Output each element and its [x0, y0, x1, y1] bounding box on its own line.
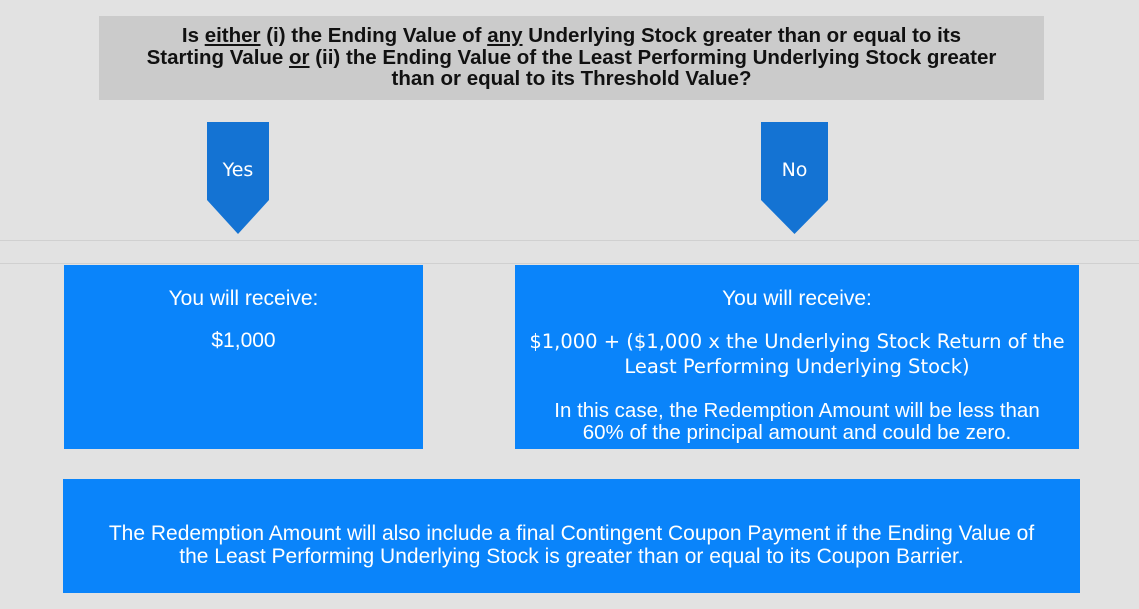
outcome-no-heading: You will receive:	[722, 287, 872, 310]
outcome-no-formula: $1,000 + ($1,000 x the Underlying Stock …	[515, 329, 1079, 379]
question-emphasis-or: or	[289, 45, 310, 69]
yes-arrow: Yes	[207, 122, 269, 234]
yes-label: Yes	[222, 159, 254, 181]
outcome-no-formula-line-2: Least Performing Underlying Stock)	[624, 355, 970, 378]
outcome-no-note-line-1: In this case, the Redemption Amount will…	[554, 399, 1040, 422]
question-line-1: Is either (i) the Ending Value of any Un…	[181, 24, 962, 47]
coupon-note-box: The Redemption Amount will also include …	[63, 479, 1080, 593]
outcome-no-formula-line-1: $1,000 + ($1,000 x the Underlying Stock …	[529, 330, 1065, 353]
coupon-note-line-1: The Redemption Amount will also include …	[108, 522, 1035, 545]
coupon-note-text: The Redemption Amount will also include …	[63, 522, 1080, 568]
outcome-no-box: You will receive: $1,000 + ($1,000 x the…	[515, 265, 1079, 449]
coupon-note-line-2: the Least Performing Underlying Stock is…	[179, 544, 964, 568]
outcome-no-note-line-2: 60% of the principal amount and could be…	[582, 421, 1012, 444]
outcome-yes-amount: $1,000	[211, 329, 276, 352]
question-line-3: than or equal to its Threshold Value?	[391, 67, 752, 90]
outcome-no-note: In this case, the Redemption Amount will…	[515, 400, 1079, 444]
down-arrow-icon	[761, 122, 828, 234]
no-label: No	[781, 159, 808, 181]
outcome-yes-box: You will receive: $1,000	[64, 265, 423, 449]
question-box: Is either (i) the Ending Value of any Un…	[99, 16, 1044, 100]
question-emphasis-either: either	[204, 24, 261, 47]
no-arrow: No	[761, 122, 828, 234]
divider-line-top	[0, 240, 1139, 241]
divider-line-bottom	[0, 263, 1139, 264]
down-arrow-icon	[207, 122, 269, 234]
question-line-2: Starting Value or (ii) the Ending Value …	[146, 45, 997, 69]
question-emphasis-any: any	[487, 24, 523, 47]
outcome-yes-heading: You will receive:	[168, 287, 319, 310]
